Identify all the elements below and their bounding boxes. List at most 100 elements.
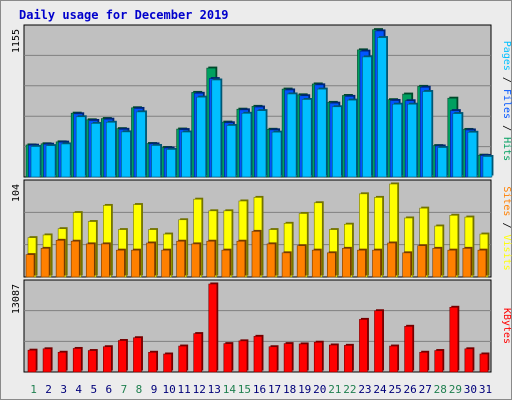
pages-bar [181,131,191,178]
sites-bar [116,249,125,278]
kbytes-bar [223,343,233,373]
sites-bar [311,249,321,278]
kbytes-bar [163,353,172,373]
kbytes-bar [449,306,459,373]
sites-bar [326,252,336,278]
sites-bar [296,245,306,278]
pages-bar [121,131,131,178]
kbytes-bar [389,345,398,373]
x-tick-label: 29 [449,383,462,396]
axis-legend-hits-files-pages: Pages / Files / Hits [501,41,512,161]
axis-legend-visits-sites: Sites / Visits [501,186,512,270]
x-tick-label: 22 [343,383,356,396]
pages-bar [241,113,252,178]
kbytes-bar [283,343,293,373]
pages-bar [392,103,402,178]
pages-bar [467,131,478,178]
x-tick-label: 11 [178,383,191,396]
sites-bar [462,248,472,278]
x-tick-label: 6 [106,383,113,396]
x-tick-label: 9 [151,383,158,396]
sites-bar [447,249,457,278]
pages-bar [90,123,101,178]
kbytes-bar [328,344,338,373]
sites-bar [477,249,487,278]
x-tick-label: 1 [30,383,37,396]
kbytes-bar [178,345,187,373]
kbytes-bar [27,349,37,373]
legend-files: Files [501,89,512,119]
kbytes-bar [57,351,67,373]
sites-bar [206,240,216,278]
kbytes-bar [103,346,112,373]
pages-bar [331,106,342,178]
pages-bar [211,79,222,178]
sites-bar [101,243,110,278]
sites-bar [342,248,351,278]
legend-sites: Sites [501,186,512,216]
kbytes-bar [148,351,157,373]
sites-bar [402,252,411,278]
sites-bar [191,243,201,278]
x-tick-label: 30 [464,383,477,396]
pages-bar [286,93,297,178]
kbytes-bar [118,340,127,373]
x-tick-label: 26 [404,383,417,396]
x-tick-label: 17 [268,383,281,396]
x-tick-label: 5 [90,383,97,396]
x-tick-label: 28 [434,383,447,396]
sites-bar [236,240,246,278]
sites-bar [387,242,396,278]
kbytes-bar [208,283,218,373]
x-tick-label: 18 [283,383,296,396]
pages-bar [316,88,327,178]
kbytes-bar [298,343,308,373]
x-tick-label: 20 [313,383,326,396]
axis-legend-kbytes: KBytes [501,308,512,344]
pages-bar [45,145,56,178]
legend-hits: Hits [501,137,512,161]
pages-bar [362,56,372,178]
x-tick-label: 7 [121,383,128,396]
kbytes-bar [344,345,353,373]
kbytes-bar [133,337,142,373]
sites-bar [40,248,50,278]
pages-bar [106,121,116,178]
kbytes-bar [313,341,323,373]
sites-bar [251,231,261,278]
pages-bar [60,143,71,178]
kbytes-bar [404,326,413,373]
pages-bar [30,146,41,178]
pages-bar [422,91,432,178]
kbytes-bar [268,346,278,373]
kbytes-bar [193,333,203,373]
pages-bar [271,131,282,178]
pages-bar [377,37,387,178]
kbytes-bar [434,350,444,373]
x-tick-label: 8 [136,383,143,396]
kbytes-bar [238,340,248,373]
kbytes-bar [72,348,82,373]
x-tick-label: 21 [328,383,341,396]
y-max-label: 1155 [11,29,22,53]
sites-bar [131,249,140,278]
pages-bar [407,103,417,178]
sites-bar [161,249,170,278]
x-tick-label: 12 [193,383,206,396]
pages-bar [151,145,161,178]
x-tick-label: 19 [298,383,311,396]
sites-bar [176,240,185,278]
kbytes-bar [253,336,263,373]
pages-bar [136,111,146,178]
kbytes-bar [42,348,52,373]
sites-bar [146,242,155,278]
x-tick-label: 10 [162,383,175,396]
x-tick-label: 24 [373,383,387,396]
kbytes-bar [419,351,428,373]
x-tick-label: 2 [45,383,52,396]
kbytes-bar [359,319,368,373]
x-tick-label: 25 [388,383,401,396]
sites-bar [432,248,442,278]
sites-bar [55,240,65,278]
